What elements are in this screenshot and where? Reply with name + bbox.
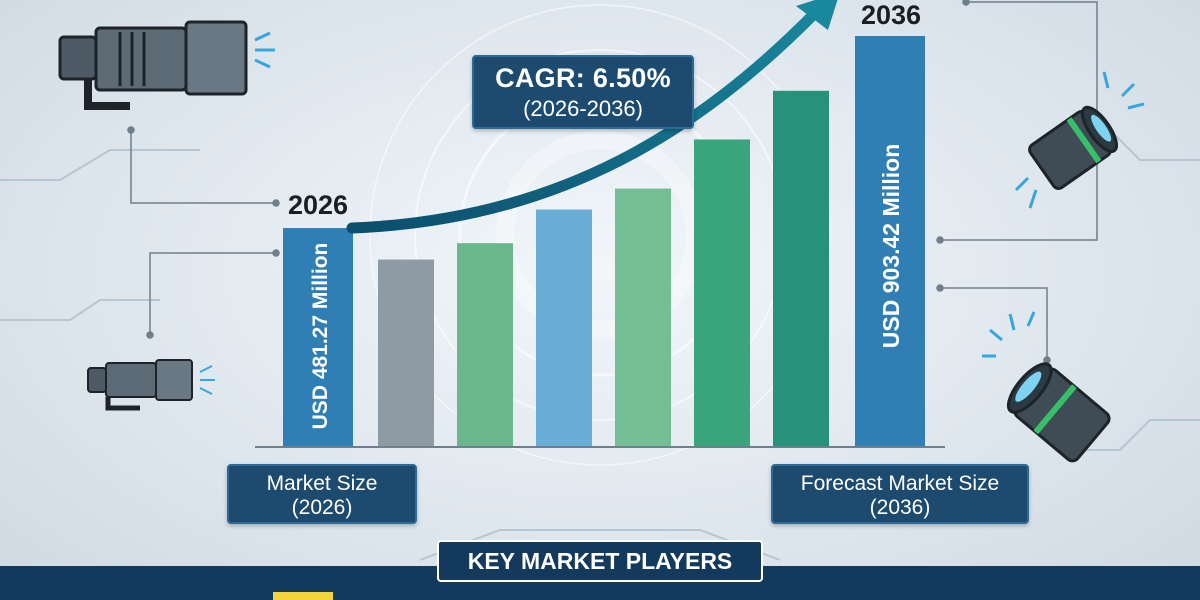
cagr-label: CAGR: 6.50% <box>495 63 671 93</box>
camera-lens-icon <box>1006 362 1111 463</box>
bar-5 <box>615 188 671 447</box>
bar-2 <box>378 259 434 447</box>
market-size-title: Market Size <box>266 472 378 495</box>
growth-arrow <box>346 0 838 234</box>
start-year-label: 2026 <box>288 190 348 220</box>
market-size-year: (2026) <box>291 496 353 519</box>
signal-waves-icon <box>1014 71 1145 209</box>
telephoto-lens-icon <box>58 20 248 110</box>
end-year-label: 2036 <box>861 0 921 30</box>
start-value-label: USD 481.27 Million <box>309 243 332 430</box>
sponsor-logo-chip <box>273 592 333 600</box>
market-size-callout: Market Size (2026) <box>227 464 417 524</box>
telephoto-lens-icon <box>87 359 193 411</box>
key-market-players-heading: KEY MARKET PLAYERS <box>437 540 763 582</box>
forecast-size-callout: Forecast Market Size (2036) <box>771 464 1029 524</box>
forecast-size-year: (2036) <box>869 496 931 519</box>
signal-waves-icon <box>254 31 275 69</box>
signal-waves-icon <box>982 311 1036 358</box>
cagr-period: (2026-2036) <box>523 96 643 121</box>
bar-7 <box>773 90 829 447</box>
camera-lens-icon <box>1028 105 1119 190</box>
bar-1 <box>283 228 353 447</box>
bar-3 <box>457 243 513 447</box>
end-value-label: USD 903.42 Million <box>878 144 904 349</box>
bar-series <box>283 36 925 447</box>
bar-4 <box>536 209 592 447</box>
bar-8 <box>855 36 925 447</box>
bar-6 <box>694 139 750 447</box>
signal-waves-icon <box>199 365 215 395</box>
forecast-size-title: Forecast Market Size <box>800 472 1000 495</box>
cagr-callout: CAGR: 6.50% (2026-2036) <box>472 55 694 129</box>
